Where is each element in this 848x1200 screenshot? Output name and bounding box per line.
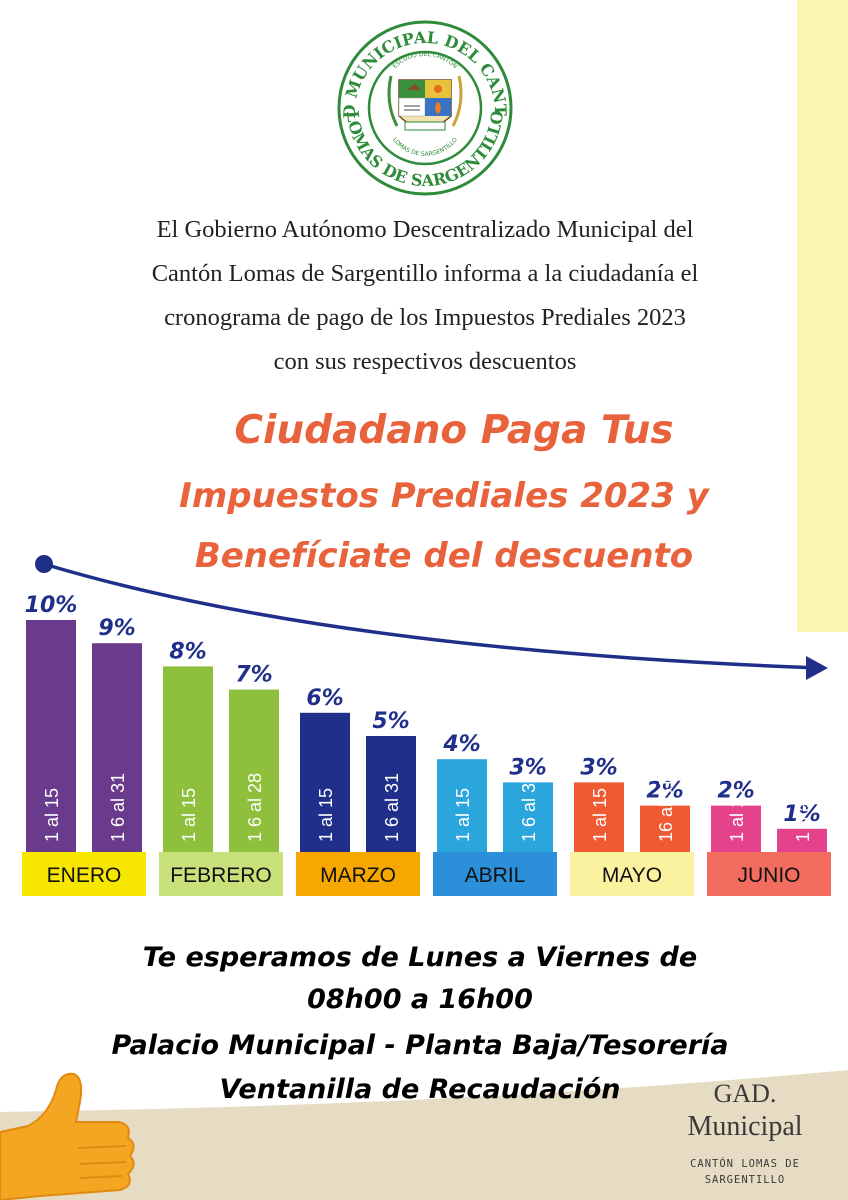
brand-line-3: CANTÓN LOMAS DE	[690, 1158, 800, 1170]
bar	[26, 620, 76, 852]
footer-line-3: Palacio Municipal - Planta Baja/Tesorerí…	[111, 1030, 729, 1061]
bar	[300, 712, 350, 852]
bar-value-label: 2%	[717, 779, 754, 804]
bar	[437, 759, 487, 852]
month-label-box	[159, 852, 283, 896]
trend-arrow-start-dot	[35, 555, 53, 573]
bar-period-label: 1 al 15	[590, 788, 610, 842]
month-label: MAYO	[602, 864, 662, 887]
headline-line-2: Impuestos Prediales 2023 y	[179, 476, 709, 516]
bar-value-label: 3%	[509, 755, 546, 780]
bar-period-label: 16 al 31	[656, 778, 676, 842]
bar-period-label: 1 6 al 31	[382, 773, 402, 842]
bar-period-label: 1 al 15	[179, 788, 199, 842]
month-label-box	[433, 852, 557, 896]
trend-arrow-head	[806, 656, 828, 680]
trend-arrow-line	[43, 562, 821, 670]
yellow-side-strip	[797, 0, 848, 632]
bar-period-label: 1 6 al 30	[793, 773, 813, 842]
month-label: MARZO	[320, 864, 396, 887]
intro-line: con sus respectivos descuentos	[273, 348, 577, 375]
bar-period-label: 1 al 15	[316, 788, 336, 842]
brand-line-4: SARGENTILLO	[704, 1174, 786, 1186]
footer-line-2: 08h00 a 16h00	[307, 984, 533, 1015]
headline-line-1: Ciudadano Paga Tus	[234, 408, 674, 453]
month-label-box	[296, 852, 420, 896]
footer-line-4: Ventanilla de Recaudación	[219, 1074, 621, 1105]
bar-value-label: 2%	[646, 779, 683, 804]
municipal-seal-logo: GAD MUNICIPAL DEL CANTON LOMAS DE SARGEN…	[325, 18, 513, 196]
bar-period-label: 1 al 15	[453, 788, 473, 842]
bar	[503, 782, 553, 852]
month-label: JUNIO	[738, 864, 801, 887]
bar-period-label: 1 6 al 31	[108, 773, 128, 842]
bar	[574, 782, 624, 852]
bar-value-label: 8%	[169, 639, 206, 664]
month-label-box	[22, 852, 146, 896]
month-label: ENERO	[47, 864, 122, 887]
brand-line-1: GAD.	[713, 1079, 777, 1108]
bar-period-label: 1 al 15	[727, 788, 747, 842]
bar-period-label: 1 6 al 30	[519, 773, 539, 842]
bar	[640, 805, 690, 852]
bar	[777, 828, 827, 852]
bar-value-label: 9%	[98, 616, 135, 641]
month-label-box	[570, 852, 694, 896]
headline-line-3: Benefíciate del descuento	[194, 536, 694, 576]
month-label: FEBRERO	[170, 864, 272, 887]
bar-period-label: 1 al 15	[42, 788, 62, 842]
intro-text: El Gobierno Autónomo Descentralizado Mun…	[30, 208, 820, 384]
bar-value-label: 6%	[306, 686, 343, 711]
brand-line-2: Municipal	[687, 1111, 803, 1142]
bar	[366, 736, 416, 852]
intro-line: cronograma de pago de los Impuestos Pred…	[164, 304, 686, 331]
bar-value-label: 10%	[25, 593, 78, 618]
bar	[711, 805, 761, 852]
bar-value-label: 7%	[235, 663, 272, 688]
month-label-box	[707, 852, 831, 896]
intro-line: El Gobierno Autónomo Descentralizado Mun…	[156, 216, 694, 243]
footer-line-1: Te esperamos de Lunes a Viernes de	[142, 942, 698, 973]
bar-value-label: 1%	[783, 802, 820, 827]
bar	[163, 666, 213, 852]
bar	[92, 643, 142, 852]
discount-bar-chart: 10% 1 al 15 9% 1 6 al 31 8% 1 al 15 7% 1 6 al 2…	[22, 555, 831, 896]
bar	[229, 689, 279, 852]
month-label: ABRIL	[465, 864, 526, 887]
intro-line: Cantón Lomas de Sargentillo informa a la…	[151, 260, 699, 287]
bar-value-label: 4%	[442, 732, 480, 757]
bar-value-label: 5%	[372, 709, 409, 734]
bar-period-label: 1 6 al 28	[245, 773, 265, 842]
gad-brand: GAD. Municipal CANTÓN LOMAS DE SARGENTIL…	[660, 1078, 830, 1188]
thumbs-up-icon	[0, 1072, 135, 1200]
bar-value-label: 3%	[580, 755, 617, 780]
